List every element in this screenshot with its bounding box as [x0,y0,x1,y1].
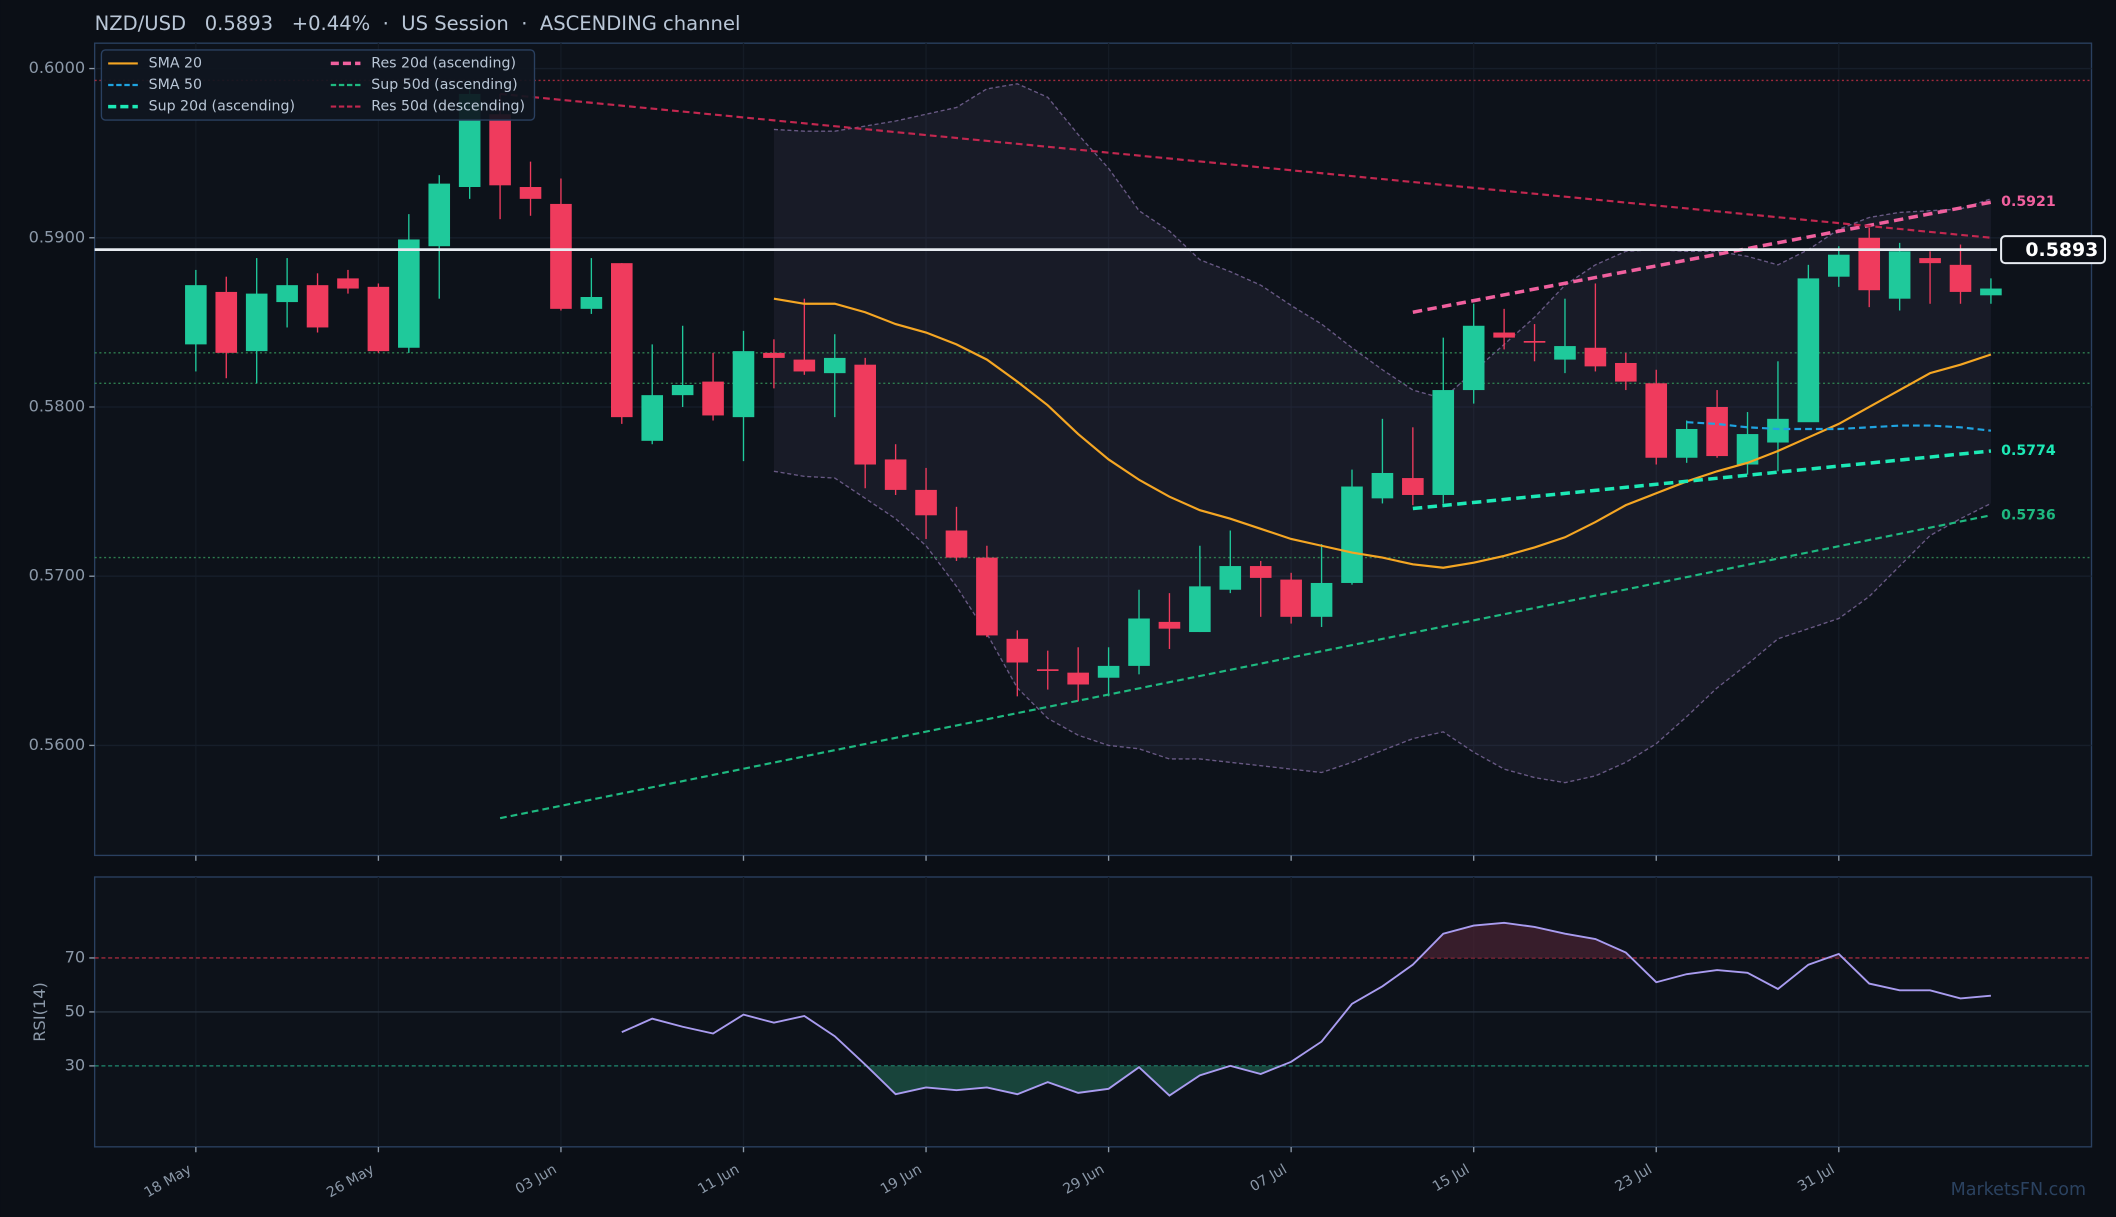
candle-body [945,530,968,558]
series-line [499,514,1992,820]
candle-body [793,359,816,372]
band-upper [773,83,1992,400]
candle-body [337,278,359,289]
candle-body [611,263,633,418]
candle-body [1432,390,1455,495]
candle-body [1919,258,1941,264]
candle-body [641,395,664,441]
y-tick-label: 0.5900 [29,227,86,246]
candle-body [1888,251,1911,299]
candle-body [1402,478,1424,495]
current-price-label: 0.5893 [2025,239,2098,261]
series-line [1412,200,1992,314]
candle-body [763,352,785,358]
candle-body [1767,418,1789,443]
candle-body [1645,383,1668,458]
candle-body [1797,278,1820,423]
y-tick-label: 0.5600 [29,735,86,754]
candle-body [1219,566,1242,590]
legend-label: SMA 20 [149,55,202,71]
candle-body [519,187,542,199]
candle-body [1189,586,1211,633]
candle-body [428,183,451,247]
candle-body [1036,669,1059,671]
legend-label: Sup 50d (ascending) [371,77,517,93]
candle-body [1980,288,2002,296]
candle-body [306,285,329,328]
candle-body [1310,582,1333,617]
y-tick-label: 0.6000 [29,58,86,77]
candle-body [1249,566,1272,578]
candle-body [1706,406,1728,457]
series-line [1686,421,1992,432]
candle-body [245,293,268,352]
chart-title: NZD/USD 0.5893 +0.44% · US Session · ASC… [95,12,741,35]
candle-body [1615,362,1637,382]
candle-body [884,459,907,490]
y-tick-label: 70 [65,947,86,966]
candle-body [1128,618,1150,666]
candle-body [1067,672,1089,685]
legend-label: Res 20d (ascending) [371,55,516,71]
candle-body [1858,237,1881,291]
candle-body [1280,579,1302,617]
line-end-label: 0.5774 [2001,443,2056,459]
rsi-oversold-fill [621,1065,1991,1096]
current-price-box [2000,235,2107,265]
line-end-label: 0.5736 [2001,507,2056,523]
candle-body [1584,347,1607,367]
y-tick-label: 0.5700 [29,566,86,585]
series-line [1412,449,1992,511]
legend-label: SMA 50 [149,77,202,93]
candle-body [1006,638,1029,663]
candle-body [854,364,876,465]
candle-body [276,285,298,303]
y-tick-label: 0.5800 [29,396,86,415]
candle-body [1097,665,1120,678]
candle-body [1736,434,1759,465]
candle-body [1462,325,1485,391]
rsi-line [621,921,1992,1097]
candle-body [367,286,390,352]
candle-body [580,296,603,309]
candle-body [671,384,694,396]
candle-body [915,489,937,516]
candle-body [1675,428,1698,458]
candle-body [489,114,511,186]
series-line [499,92,1992,239]
line-end-label: 0.5921 [2001,194,2056,210]
legend-label: Sup 20d (ascending) [149,99,295,115]
candle-body [702,381,724,416]
candle-body [1493,332,1515,338]
candle-body [823,357,846,374]
candle-body [185,285,207,345]
candle-body [732,351,755,418]
series-line [773,297,1992,569]
price-panel [93,42,2093,857]
candle-body [550,203,572,309]
candle-body [976,557,998,636]
candle-body [215,291,238,353]
candle-body [1554,346,1576,360]
y-tick-label: 50 [65,1001,86,1020]
y-tick-label: 30 [65,1055,86,1074]
legend-box [100,49,536,121]
candle-body [398,239,420,348]
watermark: MarketsFN.com [1951,1180,2086,1200]
candle-body [1158,621,1181,629]
candle-body [1949,264,1972,292]
candle-body [1341,486,1363,583]
rsi-axis-label: RSI(14) [30,982,49,1042]
legend-label: Res 50d (descending) [371,99,525,115]
candle-body [1523,340,1546,343]
candle-body [1371,472,1394,499]
candle-body [1828,254,1850,277]
